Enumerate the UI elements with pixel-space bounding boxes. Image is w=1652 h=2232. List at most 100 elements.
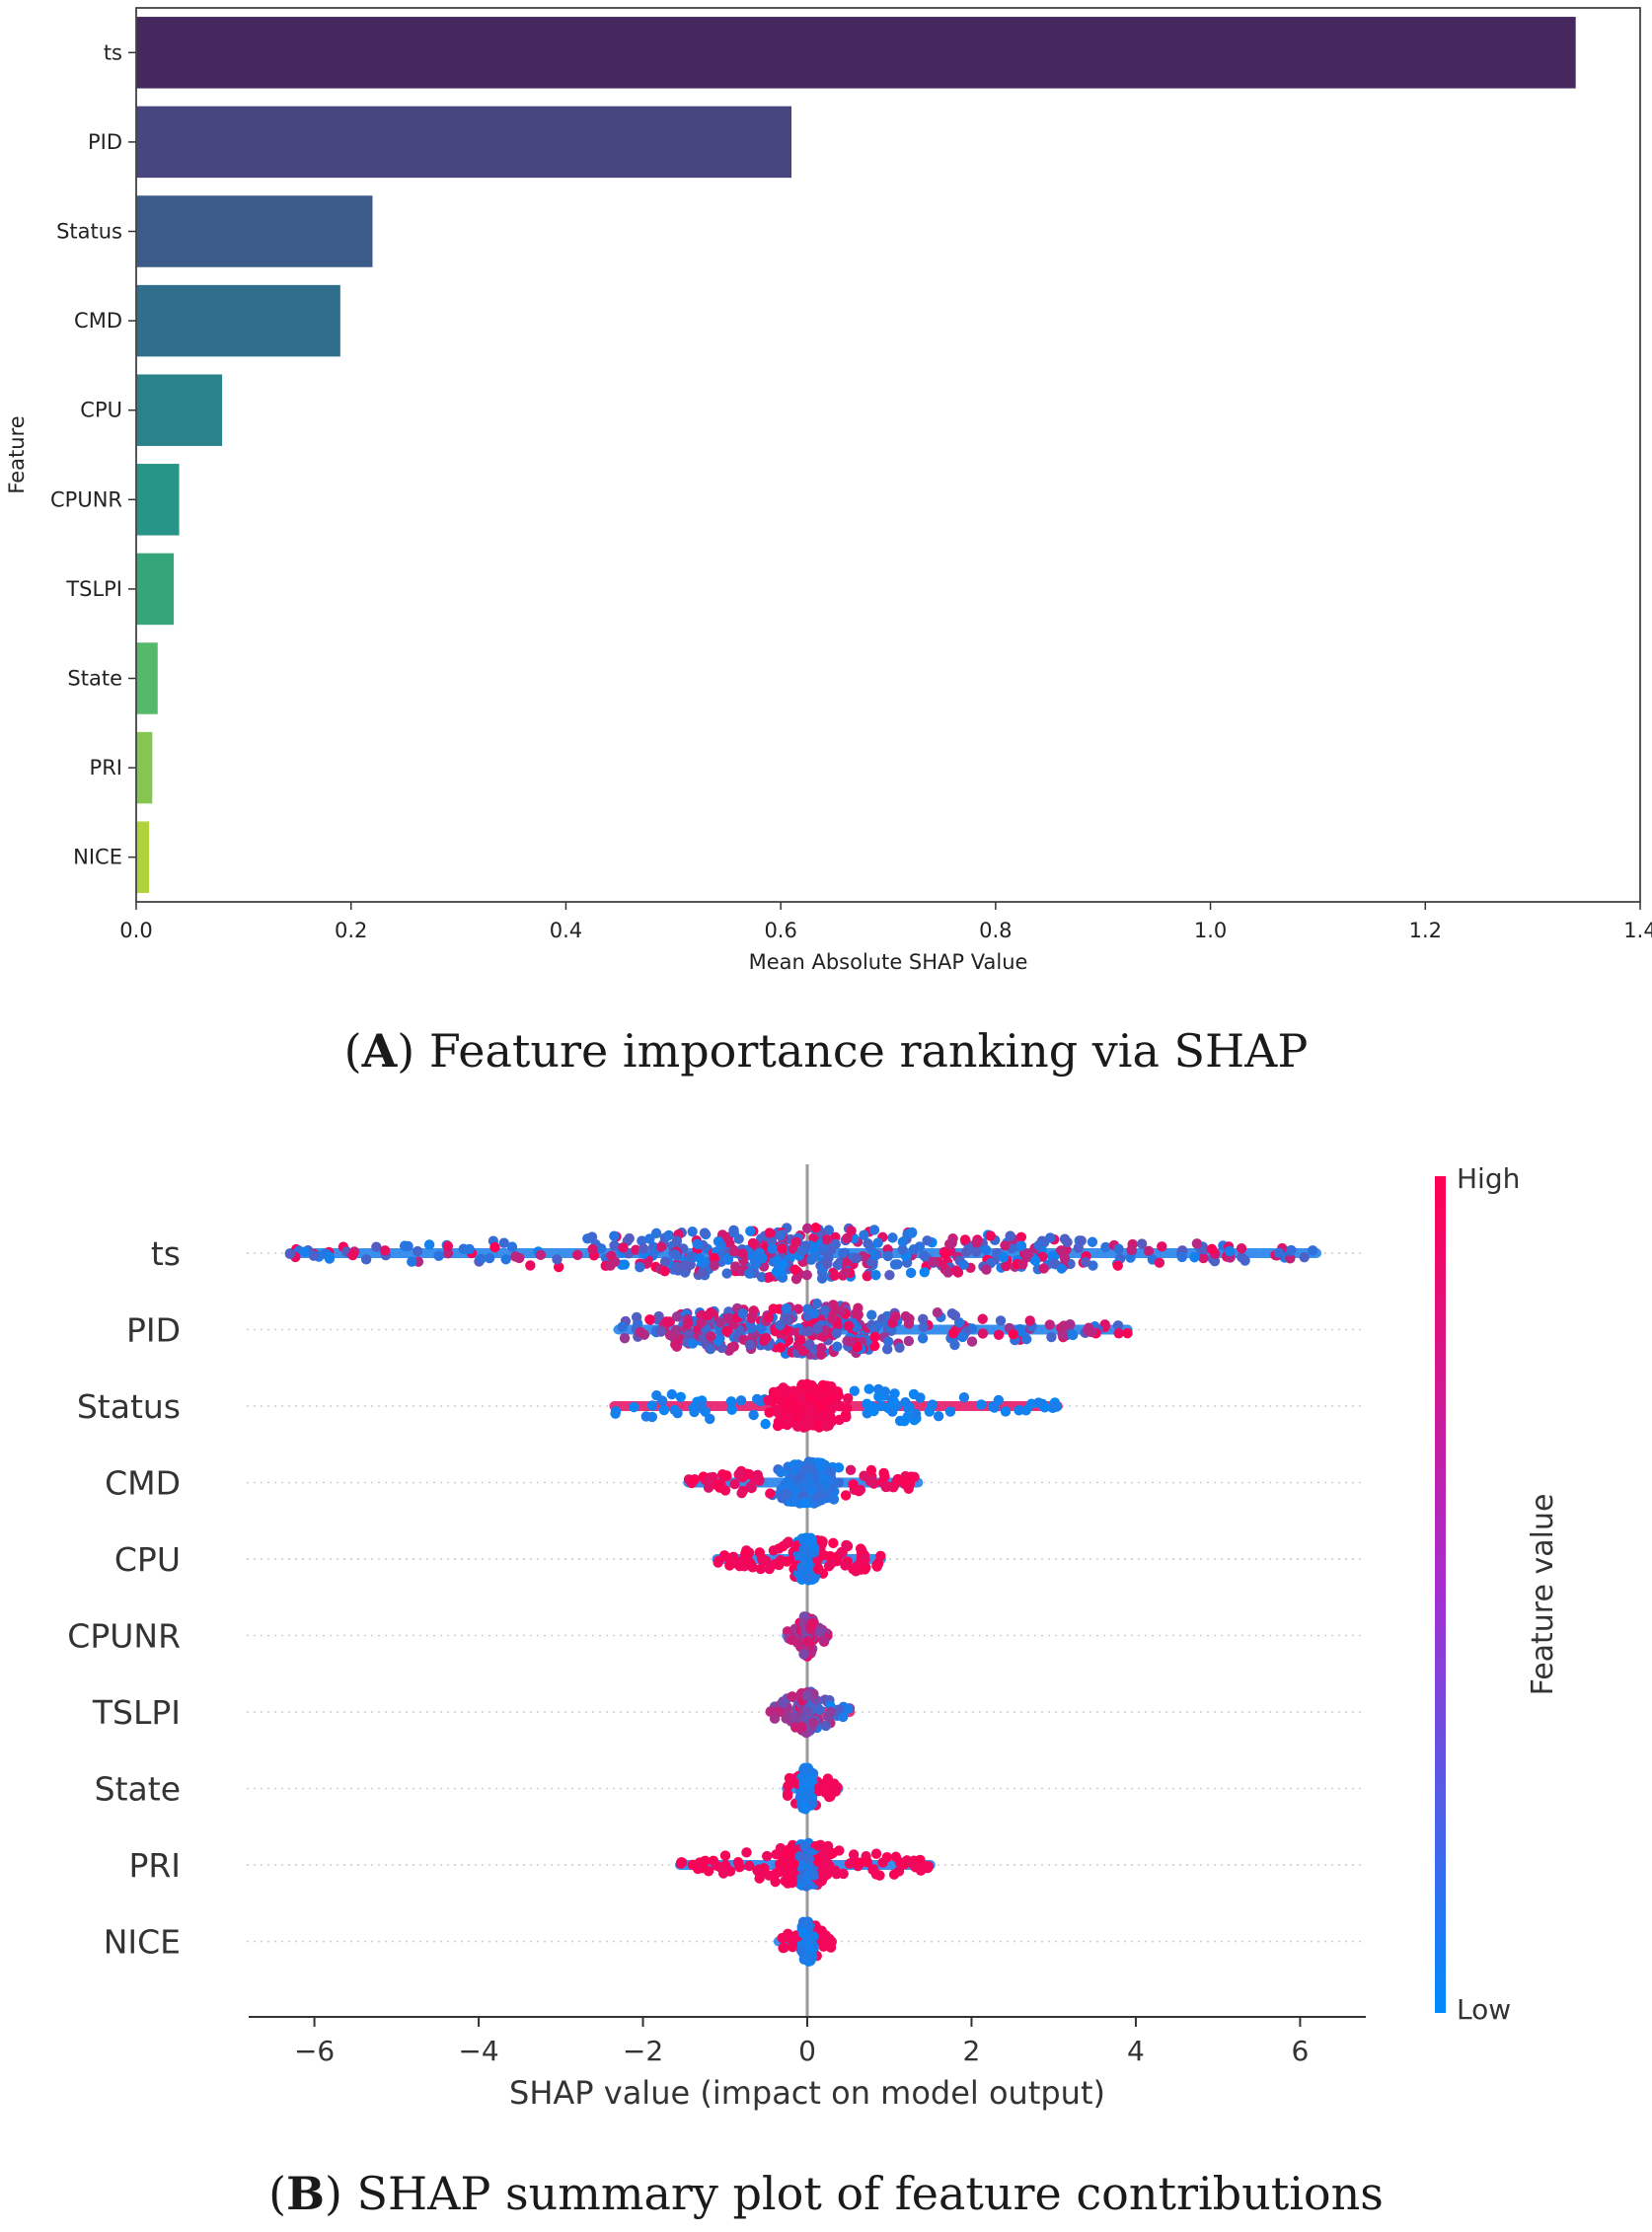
shap-point: [770, 1558, 781, 1570]
shap-point: [833, 1477, 845, 1488]
shap-point: [796, 1562, 807, 1573]
shap-point: [755, 1563, 766, 1575]
shap-point: [803, 1325, 814, 1337]
shap-point: [897, 1244, 908, 1255]
shap-point: [719, 1850, 731, 1861]
shap-point: [787, 1877, 797, 1889]
shap-point: [706, 1306, 716, 1318]
shap-point: [812, 1840, 824, 1851]
shap-point: [1299, 1251, 1310, 1263]
shap-point: [695, 1317, 707, 1328]
shap-point: [433, 1250, 444, 1261]
shap-point: [572, 1249, 583, 1261]
shap-point: [797, 1916, 809, 1927]
shap-point: [1005, 1230, 1015, 1241]
shap-point: [500, 1254, 511, 1265]
shap-point: [790, 1541, 801, 1552]
beeswarm-row-state: [782, 1762, 843, 1815]
shap-point: [840, 1560, 851, 1571]
shap-point: [685, 1251, 697, 1262]
x-axis-label: SHAP value (impact on model output): [509, 2074, 1105, 2112]
x-tick-label: −6: [294, 2035, 335, 2067]
shap-point: [788, 1858, 799, 1870]
shap-point: [610, 1405, 622, 1417]
shap-point: [817, 1868, 828, 1879]
shap-point: [619, 1332, 631, 1344]
feature-label-pri: PRI: [128, 1846, 181, 1885]
shap-point: [879, 1471, 890, 1482]
shap-point: [843, 1703, 854, 1715]
shap-point: [932, 1307, 943, 1318]
shap-point: [605, 1260, 616, 1271]
shap-point: [844, 1858, 856, 1869]
plot-frame: [135, 7, 1641, 903]
shap-point: [825, 1411, 836, 1423]
shap-point: [919, 1250, 930, 1261]
shap-point: [781, 1396, 792, 1407]
shap-point: [671, 1311, 683, 1322]
shap-point: [869, 1340, 880, 1352]
shap-point: [653, 1310, 664, 1322]
shap-point: [803, 1414, 815, 1426]
shap-point: [671, 1261, 682, 1273]
feature-label-nice: NICE: [104, 1923, 181, 1962]
beeswarm-row-status: [610, 1378, 1063, 1433]
y-tick-label-status: Status: [56, 220, 122, 244]
shap-point: [324, 1251, 335, 1262]
shap-point: [821, 1857, 833, 1868]
shap-point: [801, 1571, 812, 1583]
shap-point: [796, 1860, 807, 1871]
x-tick-label: 2: [963, 2035, 981, 2067]
shap-point: [758, 1335, 770, 1346]
shap-point: [696, 1399, 708, 1411]
beeswarm-row-ts: [284, 1223, 1318, 1285]
shap-point: [851, 1252, 863, 1264]
y-tick-label-state: State: [67, 667, 122, 691]
shap-point: [709, 1252, 719, 1264]
shap-point: [868, 1225, 880, 1235]
shap-point: [842, 1403, 853, 1414]
shap-point: [810, 1223, 821, 1233]
shap-point: [879, 1386, 891, 1397]
shap-point: [737, 1248, 748, 1259]
shap-point: [1000, 1406, 1012, 1417]
bar-cpunr: [136, 464, 180, 536]
shap-point: [905, 1471, 917, 1482]
shap-point: [1286, 1244, 1297, 1256]
shap-point: [851, 1307, 862, 1318]
shap-point: [609, 1240, 620, 1251]
shap-point: [782, 1556, 792, 1567]
shap-point: [1055, 1245, 1067, 1256]
shap-point: [848, 1849, 860, 1860]
shap-point: [958, 1392, 970, 1403]
shap-point: [808, 1251, 820, 1263]
shap-point: [857, 1545, 867, 1556]
shap-point: [1014, 1405, 1024, 1416]
shap-point: [746, 1322, 757, 1334]
shap-point: [802, 1400, 814, 1412]
shap-point: [1049, 1401, 1061, 1412]
shap-point: [1033, 1397, 1044, 1408]
shap-point: [746, 1312, 757, 1324]
shap-point: [777, 1386, 788, 1398]
shap-point: [770, 1868, 782, 1879]
shap-point: [734, 1468, 745, 1479]
shap-point: [1112, 1260, 1123, 1271]
shap-point: [881, 1344, 893, 1355]
shap-point: [840, 1490, 852, 1501]
shap-point: [995, 1315, 1007, 1326]
colorbar-label: Feature value: [1526, 1494, 1560, 1696]
shap-point: [801, 1705, 813, 1717]
feature-label-cpu: CPU: [114, 1540, 181, 1579]
shap-point: [799, 1802, 811, 1813]
shap-point: [476, 1253, 487, 1265]
y-tick-label-cpu: CPU: [80, 399, 122, 422]
caption-b-letter: B: [286, 2167, 325, 2220]
shap-point: [736, 1487, 747, 1499]
shap-point: [939, 1249, 951, 1260]
shap-point: [831, 1328, 842, 1339]
shap-point: [840, 1267, 851, 1278]
shap-point: [683, 1317, 694, 1329]
shap-point: [721, 1325, 732, 1337]
shap-point: [829, 1270, 840, 1281]
